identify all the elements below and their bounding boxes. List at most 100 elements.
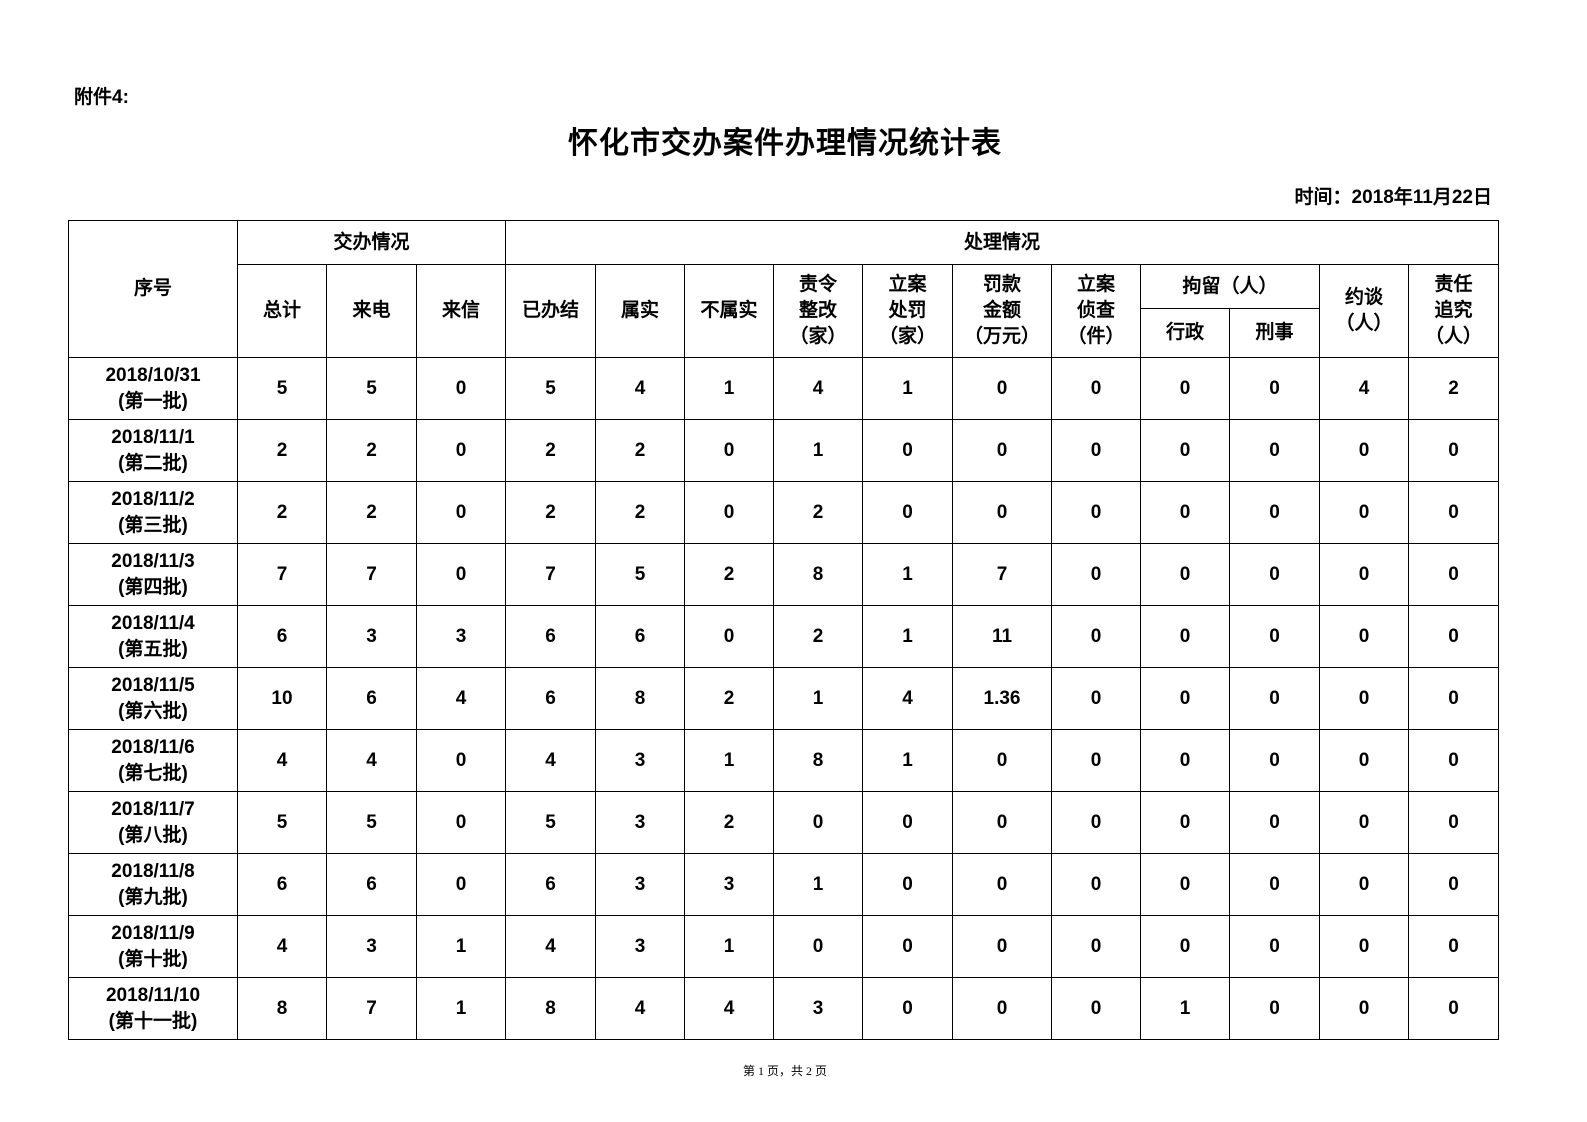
row-label: 2018/11/6 (第七批) [68,729,238,792]
table-row: 2018/11/2 (第三批) 2 2 0 2 2 0 2 0 0 0 0 0 0 0 [68,481,1500,544]
table-cell: 8 [773,729,863,792]
table-cell: 6 [326,853,417,916]
header-verified: 属实 [595,264,685,358]
table-cell: 4 [416,667,506,730]
table-cell: 6 [505,853,596,916]
table-cell: 0 [1051,481,1141,544]
table-cell: 5 [326,357,417,420]
row-date: 2018/11/4 [111,612,195,634]
table-cell: 0 [1229,481,1320,544]
table-row: 2018/11/9 (第十批) 4 3 1 4 3 1 0 0 0 0 0 0 0 0 [68,915,1500,978]
table-cell: 1 [862,543,953,606]
table-cell: 1 [773,419,863,482]
table-cell: 4 [684,977,774,1040]
table-cell: 5 [595,543,685,606]
table-cell: 0 [773,791,863,854]
table-cell: 6 [237,853,327,916]
table-cell: 0 [1051,357,1141,420]
table-cell: 0 [1051,791,1141,854]
table-cell: 0 [1407,791,1500,854]
table-cell: 0 [1229,853,1320,916]
header-phone: 来电 [326,264,417,358]
header-detention-admin: 行政 [1140,308,1230,358]
table-cell: 0 [862,419,953,482]
table-row: 2018/11/1 (第二批) 2 2 0 2 2 0 1 0 0 0 0 0 0 0 [68,419,1500,482]
table-cell: 0 [1407,915,1500,978]
table-cell: 0 [1407,667,1500,730]
table-cell: 0 [416,853,506,916]
table-cell: 0 [1407,481,1500,544]
table-cell: 0 [1229,977,1320,1040]
table-cell: 0 [684,481,774,544]
table-cell: 0 [1319,977,1409,1040]
table-cell: 2 [237,481,327,544]
table-cell: 0 [1407,729,1500,792]
table-cell: 1 [684,729,774,792]
row-date: 2018/11/10 [105,984,201,1006]
row-label: 2018/11/7 (第八批) [68,791,238,854]
table-cell: 0 [1051,419,1141,482]
table-row: 2018/11/10 (第十一批) 8 7 1 8 4 4 3 0 0 0 1 0 0 0 [68,977,1500,1040]
header-handling-group: 处理情况 [504,220,1500,265]
row-label: 2018/11/1 (第二批) [68,419,238,482]
page-title: 怀化市交办案件办理情况统计表 [568,127,1002,160]
table-cell: 2 [684,667,774,730]
header-total: 总计 [237,264,327,358]
attachment-label: 附件4: [74,87,129,108]
table-cell: 0 [1140,853,1230,916]
table-row: 2018/11/3 (第四批) 7 7 0 7 5 2 8 1 7 0 0 0 0 0 [68,543,1500,606]
table-cell: 0 [1140,667,1230,730]
table-cell: 1 [773,853,863,916]
row-batch: (第九批) [118,886,188,908]
table-cell: 0 [1051,667,1141,730]
table-cell: 0 [1319,481,1409,544]
row-batch: (第三批) [118,514,188,536]
table-cell: 0 [1319,667,1409,730]
table-cell: 0 [1229,729,1320,792]
header-letter: 来信 [416,264,506,358]
table-cell: 6 [237,605,327,668]
table-cell: 2 [326,481,417,544]
table-cell: 0 [1051,915,1141,978]
table-cell: 0 [1229,667,1320,730]
date-line: 时间：2018年11月22日 [1294,187,1493,208]
table-cell: 1.36 [952,667,1052,730]
table-cell: 3 [416,605,506,668]
row-label: 2018/11/2 (第三批) [68,481,238,544]
table-cell: 0 [416,419,506,482]
table-cell: 0 [1051,729,1141,792]
table-cell: 3 [326,915,417,978]
table-cell: 5 [505,357,596,420]
table-cell: 0 [1229,605,1320,668]
table-cell: 0 [1319,853,1409,916]
table-cell: 0 [1319,605,1409,668]
page-footer: 第 1 页，共 2 页 [742,1064,827,1078]
header-detention-criminal: 刑事 [1229,308,1320,358]
table-cell: 0 [862,791,953,854]
table-row: 2018/10/31 (第一批) 5 5 0 5 4 1 4 1 0 0 0 0 4 2 [68,357,1500,420]
table-cell: 0 [952,853,1052,916]
table-cell: 8 [505,977,596,1040]
table-cell: 11 [952,605,1052,668]
row-date: 2018/11/7 [111,798,195,820]
row-batch: (第七批) [118,762,188,784]
table-cell: 6 [505,667,596,730]
table-row: 2018/11/6 (第七批) 4 4 0 4 3 1 8 1 0 0 0 0 0 0 [68,729,1500,792]
table-cell: 5 [237,791,327,854]
table-cell: 0 [773,915,863,978]
row-date: 2018/11/9 [111,922,195,944]
table-cell: 0 [1140,357,1230,420]
table-cell: 0 [416,357,506,420]
row-date: 2018/11/8 [111,860,195,882]
table-cell: 0 [1319,915,1409,978]
table-cell: 1 [773,667,863,730]
table-row: 2018/11/7 (第八批) 5 5 0 5 3 2 0 0 0 0 0 0 0 0 [68,791,1500,854]
row-label: 2018/11/4 (第五批) [68,605,238,668]
table-cell: 0 [952,729,1052,792]
table-cell: 0 [1140,481,1230,544]
header-penalty-case: 立案 处罚 （家） [862,264,953,358]
table-cell: 0 [1229,915,1320,978]
table-cell: 3 [773,977,863,1040]
table-cell: 2 [773,481,863,544]
row-label: 2018/11/3 (第四批) [68,543,238,606]
